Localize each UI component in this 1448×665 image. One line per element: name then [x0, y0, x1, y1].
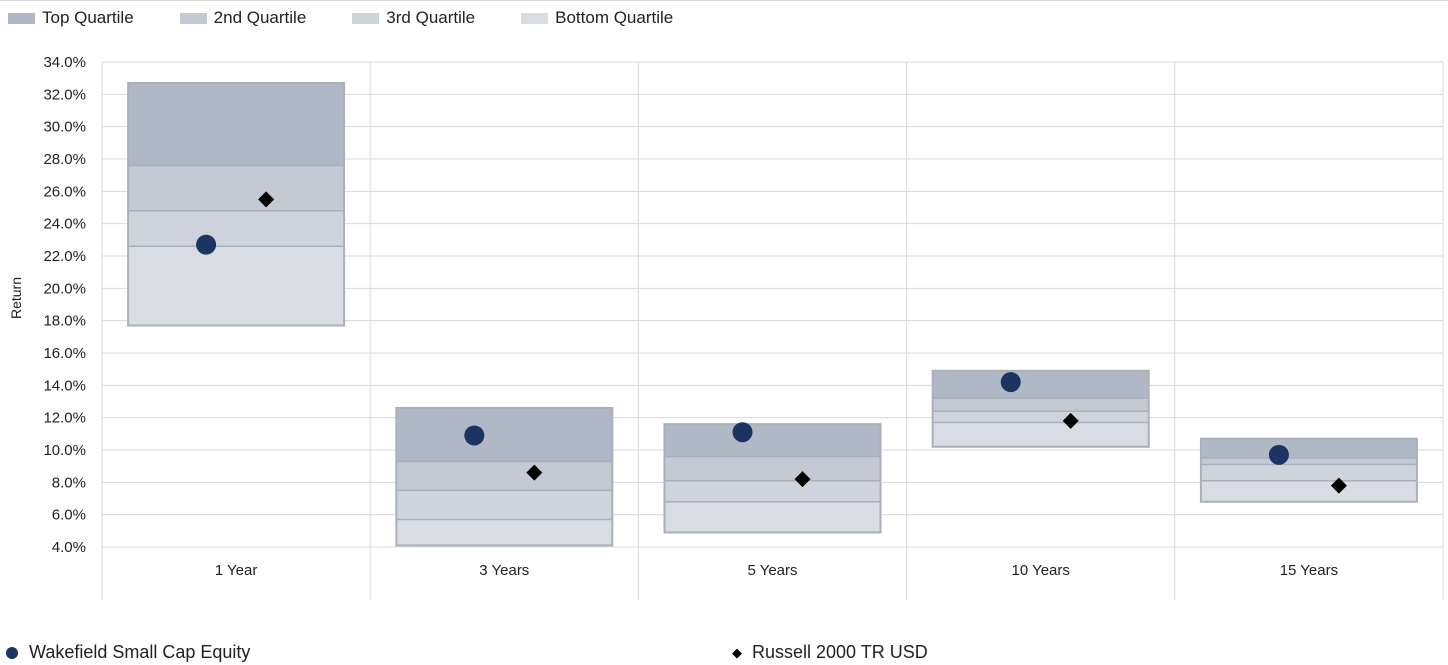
benchmark-marker — [526, 464, 543, 481]
quartile-band — [932, 411, 1149, 423]
series-legend-item: Wakefield Small Cap Equity — [6, 642, 250, 663]
y-tick-label: 16.0% — [43, 345, 86, 362]
quartile-band — [664, 456, 881, 481]
quartile-band — [396, 461, 613, 491]
fund-marker — [1000, 372, 1021, 393]
quartile-band — [128, 165, 345, 211]
quartile-band — [396, 490, 613, 520]
y-tick-label: 4.0% — [52, 539, 86, 556]
x-category-label: 15 Years — [1280, 562, 1338, 579]
legend-label: Top Quartile — [42, 8, 134, 27]
quartile-band — [1200, 464, 1417, 481]
y-tick-label: 30.0% — [43, 119, 86, 136]
y-axis-title: Return — [8, 277, 24, 319]
quartile-band — [396, 407, 613, 462]
quartile-band — [664, 424, 881, 457]
quartile-legend-item: 3rd Quartile — [352, 8, 475, 28]
benchmark-marker — [1062, 412, 1079, 429]
series-legend-item: ◆ Russell 2000 TR USD — [732, 642, 928, 663]
y-tick-label: 24.0% — [43, 216, 86, 233]
legend-swatch — [352, 12, 380, 24]
quartile-box-outline — [127, 82, 346, 327]
benchmark-marker — [258, 191, 275, 208]
y-tick-label: 6.0% — [52, 507, 86, 524]
legend-swatch — [521, 12, 549, 24]
series-legend-label: Wakefield Small Cap Equity — [29, 642, 251, 662]
x-category-label: 5 Years — [747, 562, 797, 579]
quartile-band — [664, 480, 881, 502]
quartile-legend-item: 2nd Quartile — [179, 8, 307, 28]
series-legend-label: Russell 2000 TR USD — [752, 642, 928, 662]
quartile-legend: Top Quartile 2nd Quartile 3rd Quartile Bott… — [8, 6, 719, 30]
y-tick-label: 20.0% — [43, 280, 86, 297]
quartile-band — [128, 210, 345, 247]
y-tick-label: 22.0% — [43, 248, 86, 265]
series-legend: Wakefield Small Cap Equity ◆ Russell 2000 … — [0, 640, 1448, 664]
y-tick-label: 28.0% — [43, 151, 86, 168]
quartile-box-outline — [663, 423, 882, 534]
legend-swatch — [8, 12, 35, 24]
x-category-label: 3 Years — [479, 562, 529, 579]
quartile-band — [932, 398, 1149, 412]
benchmark-marker — [1330, 477, 1347, 494]
quartile-band — [128, 246, 345, 326]
fund-marker — [1268, 444, 1289, 465]
y-tick-label: 26.0% — [43, 183, 86, 200]
quartile-band — [396, 519, 613, 546]
legend-label: Bottom Quartile — [555, 8, 674, 27]
quartile-box-outline — [395, 406, 614, 547]
quartile-box-outline — [1199, 437, 1418, 503]
quartile-band — [1200, 480, 1417, 502]
quartile-band — [932, 370, 1149, 399]
fund-marker — [196, 234, 217, 255]
x-category-label: 10 Years — [1012, 562, 1070, 579]
top-rule — [0, 0, 1448, 1]
legend-label: 2nd Quartile — [213, 8, 307, 27]
y-tick-label: 8.0% — [52, 474, 86, 491]
diamond-marker-icon: ◆ — [732, 644, 742, 660]
quartile-band — [664, 501, 881, 533]
fund-marker — [732, 422, 753, 443]
x-category-label: 1 Year — [215, 562, 258, 579]
benchmark-marker — [794, 471, 811, 488]
circle-marker-icon — [6, 646, 18, 659]
quartile-band — [932, 422, 1149, 447]
fund-marker — [464, 425, 485, 446]
quartile-box-outline — [931, 369, 1150, 448]
y-tick-label: 18.0% — [43, 313, 86, 330]
quartile-chart: 4.0% 6.0% 8.0% 10.0% 12.0% 14.0% 16.0% 18.0% 20.… — [8, 54, 1444, 600]
y-tick-label: 14.0% — [43, 377, 86, 394]
legend-label: 3rd Quartile — [386, 8, 476, 27]
y-tick-label: 34.0% — [43, 54, 86, 71]
quartile-band — [128, 83, 345, 166]
legend-swatch — [179, 12, 207, 24]
y-tick-label: 12.0% — [43, 410, 86, 427]
quartile-legend-item: Top Quartile — [8, 8, 134, 28]
y-tick-label: 32.0% — [43, 86, 86, 103]
quartile-band — [1200, 438, 1417, 459]
y-tick-label: 10.0% — [43, 442, 86, 459]
quartile-band — [1200, 458, 1417, 465]
quartile-legend-item: Bottom Quartile — [521, 8, 673, 28]
